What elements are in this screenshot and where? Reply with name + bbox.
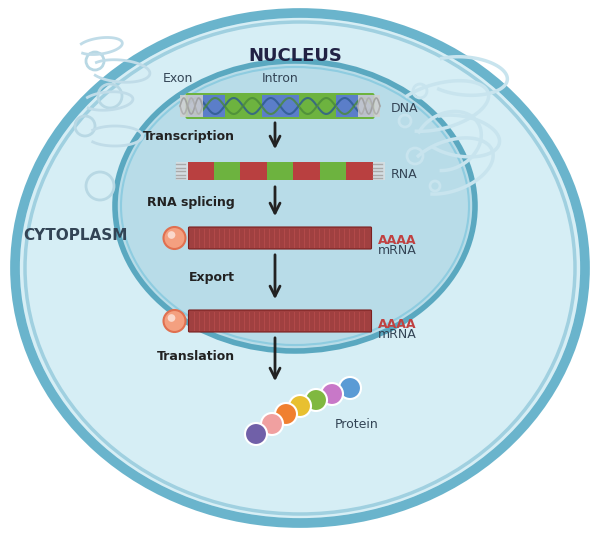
Circle shape (289, 395, 311, 417)
Text: Translation: Translation (157, 349, 235, 362)
FancyBboxPatch shape (185, 93, 374, 119)
FancyBboxPatch shape (180, 95, 203, 117)
Circle shape (321, 383, 343, 405)
Text: AAAA: AAAA (377, 317, 416, 331)
Circle shape (305, 389, 327, 411)
Circle shape (339, 377, 361, 399)
FancyBboxPatch shape (241, 162, 267, 180)
Text: AAAA: AAAA (377, 235, 416, 248)
Text: mRNA: mRNA (377, 244, 416, 257)
Text: DNA: DNA (391, 102, 418, 115)
Text: Intron: Intron (262, 72, 298, 85)
Circle shape (261, 413, 283, 435)
Text: RNA splicing: RNA splicing (147, 196, 235, 209)
FancyBboxPatch shape (214, 162, 241, 180)
Text: Export: Export (189, 271, 235, 284)
FancyBboxPatch shape (187, 162, 214, 180)
Text: RNA: RNA (391, 167, 417, 181)
FancyBboxPatch shape (373, 162, 385, 180)
FancyBboxPatch shape (346, 162, 373, 180)
Text: Transcription: Transcription (143, 130, 235, 143)
FancyBboxPatch shape (188, 310, 371, 332)
Circle shape (275, 403, 297, 425)
Ellipse shape (15, 13, 585, 523)
FancyBboxPatch shape (267, 162, 293, 180)
FancyBboxPatch shape (224, 95, 262, 117)
Circle shape (163, 227, 185, 249)
Text: NUCLEUS: NUCLEUS (248, 47, 342, 65)
FancyBboxPatch shape (176, 162, 187, 180)
Text: mRNA: mRNA (377, 327, 416, 340)
Text: CYTOPLASM: CYTOPLASM (23, 228, 127, 243)
FancyBboxPatch shape (293, 162, 320, 180)
FancyBboxPatch shape (187, 95, 224, 117)
Circle shape (245, 423, 267, 445)
FancyBboxPatch shape (358, 95, 380, 117)
Text: Protein: Protein (335, 418, 379, 430)
Circle shape (167, 314, 175, 322)
Ellipse shape (20, 18, 580, 518)
FancyBboxPatch shape (320, 162, 346, 180)
FancyBboxPatch shape (335, 95, 373, 117)
Ellipse shape (115, 61, 475, 351)
Text: Exon: Exon (163, 72, 193, 85)
Circle shape (167, 231, 175, 239)
FancyBboxPatch shape (299, 95, 335, 117)
Circle shape (163, 310, 185, 332)
FancyBboxPatch shape (262, 95, 299, 117)
FancyBboxPatch shape (188, 227, 371, 249)
